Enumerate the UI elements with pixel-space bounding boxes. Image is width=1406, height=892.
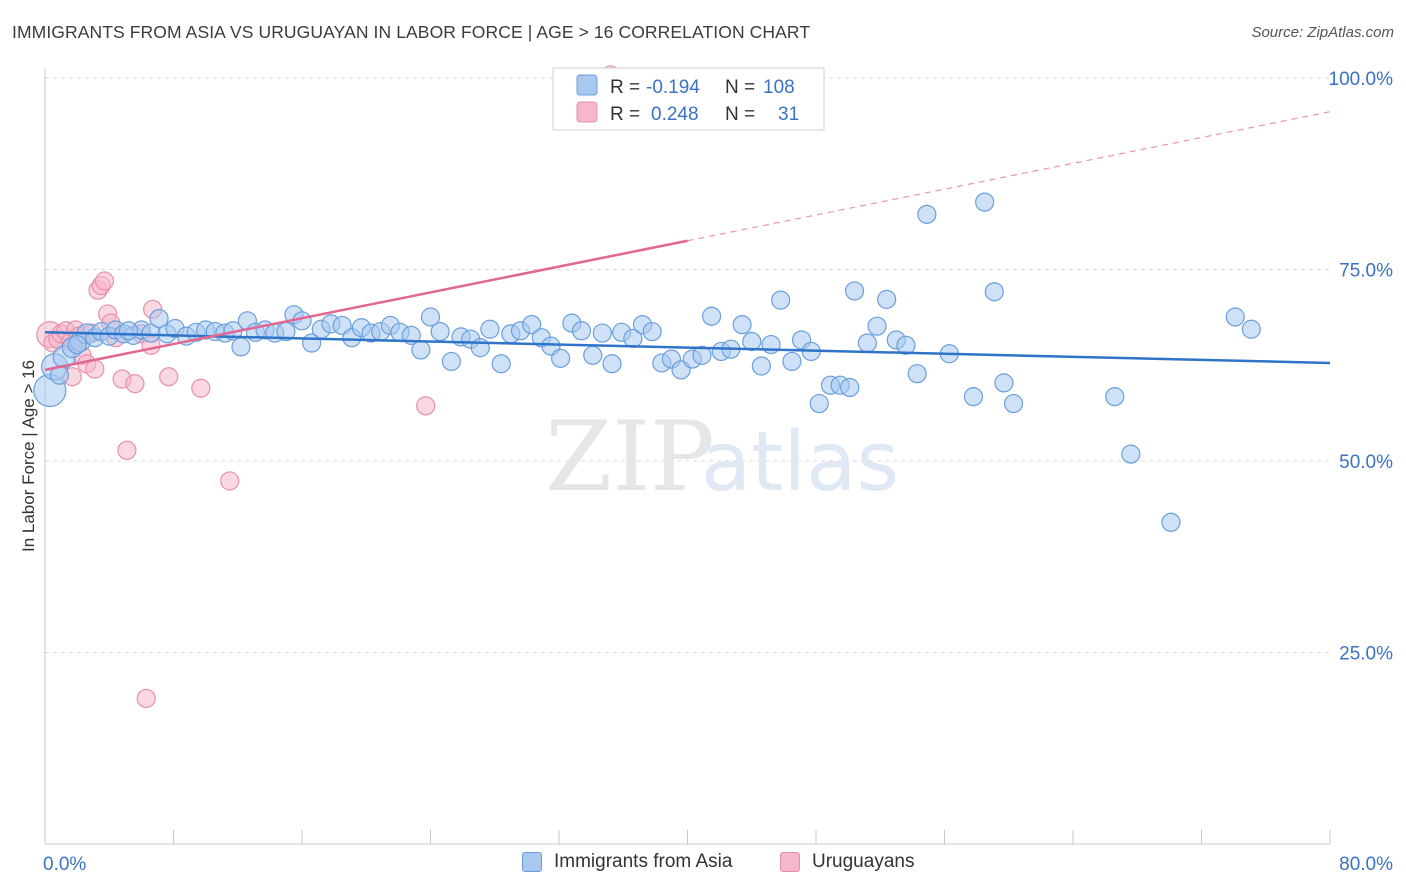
point-immigrants-from-asia [907,364,927,384]
point-immigrants-from-asia [701,306,722,326]
point-immigrants-from-asia [1241,319,1261,339]
legend-n-value-1: 108 [763,77,795,98]
point-immigrants-from-asia [592,323,612,343]
point-uruguayans [94,271,115,291]
legend-n-label-2: N = [725,104,755,125]
series-uruguayans [36,65,621,709]
point-immigrants-from-asia [602,354,622,374]
watermark-zip: ZIP [545,401,714,513]
point-immigrants-from-asia [522,315,542,335]
point-uruguayans [136,688,156,709]
point-immigrants-from-asia [809,393,829,414]
point-immigrants-from-asia [975,192,995,212]
point-immigrants-from-asia [896,335,916,355]
bottom-legend-item-uruguayans[interactable]: Uruguayans [780,851,914,873]
legend-r-value-1: -0.194 [646,77,700,98]
point-immigrants-from-asia [583,345,603,365]
tick-labels: 100.0% 75.0% 50.0% 25.0% 0.0% 80.0% [43,69,1393,875]
bottom-legend-label-uruguayans: Uruguayans [812,851,915,872]
legend-swatch-pink [576,101,598,123]
y-tick-label: 25.0% [1339,644,1393,665]
y-tick-label: 75.0% [1339,261,1393,282]
point-uruguayans [85,359,105,379]
y-tick-label: 100.0% [1329,69,1394,90]
legend-box: R = -0.194 N = 108 R = 0.248 N = 31 [552,67,825,131]
point-immigrants-from-asia [231,337,251,357]
point-uruguayans [159,367,179,387]
trend-line-uruguayans [44,239,688,372]
point-immigrants-from-asia [551,348,571,368]
legend-swatch-blue [576,74,598,96]
legend-swatch-asia [522,852,542,872]
point-immigrants-from-asia [1121,444,1141,464]
y-tick-label: 50.0% [1339,452,1393,473]
point-immigrants-from-asia [984,282,1004,302]
bottom-legend: Immigrants from Asia Uruguayans [0,851,1406,879]
point-immigrants-from-asia [292,311,312,331]
trend-line-immigrants-from-asia [44,331,1331,365]
point-immigrants-from-asia [963,387,984,407]
point-immigrants-from-asia [751,356,771,376]
point-immigrants-from-asia [491,354,511,374]
point-immigrants-from-asia [480,319,500,339]
point-immigrants-from-asia [430,321,450,342]
point-immigrants-from-asia [642,321,662,342]
trend-line-uruguayans-extension [687,111,1331,242]
legend-swatch-uruguayans [780,852,800,872]
point-immigrants-from-asia [1003,393,1024,414]
point-immigrants-from-asia [840,377,860,398]
point-immigrants-from-asia [867,316,887,336]
point-immigrants-from-asia [692,345,712,365]
point-immigrants-from-asia [67,334,87,355]
point-immigrants-from-asia [1225,307,1245,327]
point-immigrants-from-asia [571,321,592,341]
legend-n-value-2: 31 [778,104,799,125]
chart-title: IMMIGRANTS FROM ASIA VS URUGUAYAN IN LAB… [12,22,811,42]
point-uruguayans [117,440,137,460]
point-immigrants-from-asia [411,340,431,360]
point-uruguayans [125,374,145,394]
x-tick-label: 0.0% [43,854,86,875]
point-immigrants-from-asia [917,204,937,224]
point-uruguayans [191,378,211,398]
point-immigrants-from-asia [149,308,169,329]
legend-r-label-1: R = [610,77,640,98]
watermark: ZIP atlas [545,401,899,513]
legend-n-label-1: N = [725,77,755,98]
watermark-atlas: atlas [701,415,899,510]
point-immigrants-from-asia [441,351,461,372]
point-uruguayans [220,471,240,491]
point-immigrants-from-asia [732,315,752,335]
point-immigrants-from-asia [857,333,878,353]
axis-layer [44,68,1331,845]
point-immigrants-from-asia [1161,512,1181,532]
point-immigrants-from-asia [1105,387,1125,407]
bottom-legend-item-asia[interactable]: Immigrants from Asia [522,851,732,873]
point-immigrants-from-asia [844,281,865,301]
legend-r-label-2: R = [610,104,640,125]
y-axis-label: In Labor Force | Age > 16 [19,360,38,552]
point-immigrants-from-asia [782,351,802,372]
point-immigrants-from-asia [118,321,139,341]
point-immigrants-from-asia [994,373,1014,393]
point-immigrants-from-asia [742,331,762,352]
point-immigrants-from-asia [877,289,897,309]
point-immigrants-from-asia [420,307,441,327]
bottom-legend-label-asia: Immigrants from Asia [554,851,733,872]
trend-lines [44,111,1331,372]
x-tick-label: 80.0% [1339,854,1393,875]
point-immigrants-from-asia [771,290,791,310]
source-label: Source: ZipAtlas.com [1251,24,1394,41]
legend-r-value-2: 0.248 [651,104,699,125]
point-uruguayans [416,396,436,416]
